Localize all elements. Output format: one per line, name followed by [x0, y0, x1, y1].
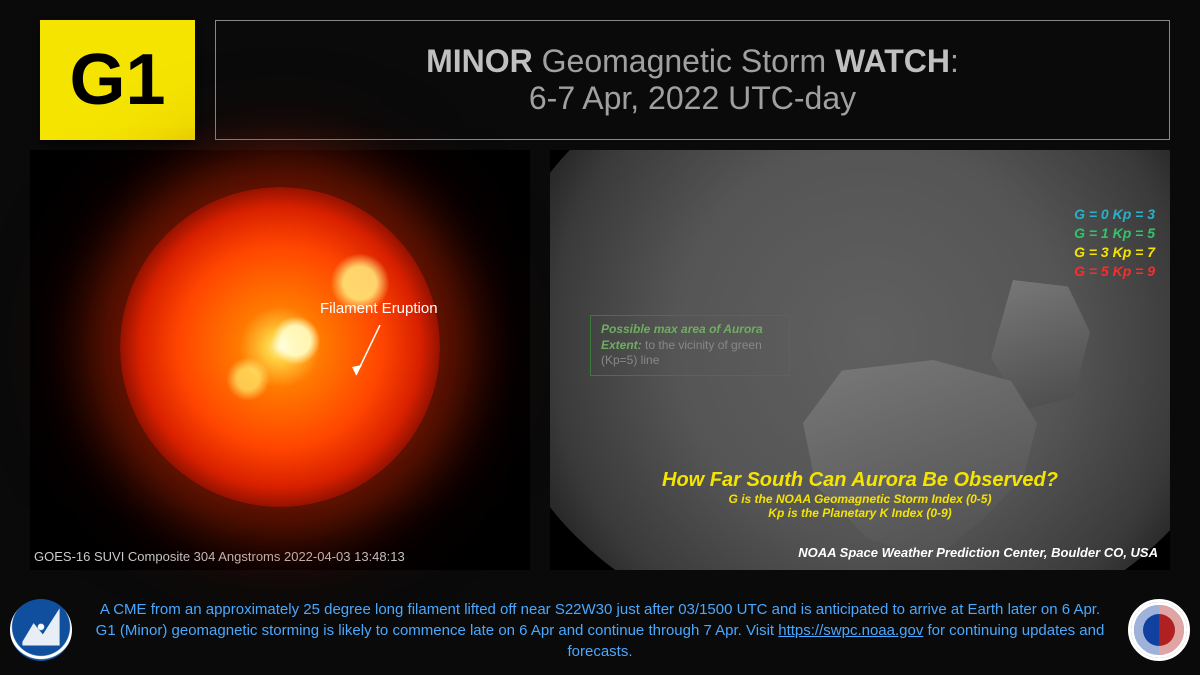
- kp-legend: G = 0 Kp = 3G = 1 Kp = 5G = 3 Kp = 7G = …: [1074, 205, 1155, 281]
- sun-panel: Filament Eruption GOES-16 SUVI Composite…: [30, 150, 530, 570]
- noaa-logo-icon: [10, 599, 72, 661]
- header-row: G1 MINOR Geomagnetic Storm WATCH: 6-7 Ap…: [0, 0, 1200, 150]
- title-mid: Geomagnetic Storm: [533, 43, 835, 79]
- title-line2: 6-7 Apr, 2022 UTC-day: [529, 80, 856, 117]
- footer-text: A CME from an approximately 25 degree lo…: [82, 599, 1118, 662]
- kp-legend-line: G = 3 Kp = 7: [1074, 243, 1155, 262]
- title-colon: :: [950, 43, 959, 79]
- kp-legend-line: G = 0 Kp = 3: [1074, 205, 1155, 224]
- footer-link[interactable]: https://swpc.noaa.gov: [778, 622, 923, 639]
- title-suffix: WATCH: [835, 43, 950, 79]
- question-text: How Far South Can Aurora Be Observed?: [550, 469, 1170, 492]
- aurora-extent-box: Possible max area of Aurora Extent: to t…: [590, 315, 790, 376]
- g1-badge: G1: [40, 20, 195, 140]
- title-box: MINOR Geomagnetic Storm WATCH: 6-7 Apr, …: [215, 20, 1170, 140]
- middle-row: Filament Eruption GOES-16 SUVI Composite…: [0, 150, 1200, 570]
- nws-logo-icon: [1128, 599, 1190, 661]
- noaa-credit: NOAA Space Weather Prediction Center, Bo…: [798, 545, 1158, 560]
- map-panel: G = 0 Kp = 3G = 1 Kp = 5G = 3 Kp = 7G = …: [550, 150, 1170, 570]
- question-sub2: Kp is the Planetary K Index (0-9): [550, 506, 1170, 520]
- title-line1: MINOR Geomagnetic Storm WATCH:: [426, 43, 959, 80]
- filament-label: Filament Eruption: [320, 300, 438, 317]
- kp-legend-line: G = 5 Kp = 9: [1074, 262, 1155, 281]
- sun-caption: GOES-16 SUVI Composite 304 Angstroms 202…: [30, 543, 530, 570]
- question-sub1: G is the NOAA Geomagnetic Storm Index (0…: [550, 492, 1170, 506]
- sun-image: Filament Eruption: [30, 150, 530, 543]
- kp-legend-line: G = 1 Kp = 5: [1074, 224, 1155, 243]
- footer: A CME from an approximately 25 degree lo…: [0, 585, 1200, 675]
- title-prefix: MINOR: [426, 43, 533, 79]
- filament-arrow-icon: [350, 325, 410, 385]
- question-block: How Far South Can Aurora Be Observed? G …: [550, 469, 1170, 520]
